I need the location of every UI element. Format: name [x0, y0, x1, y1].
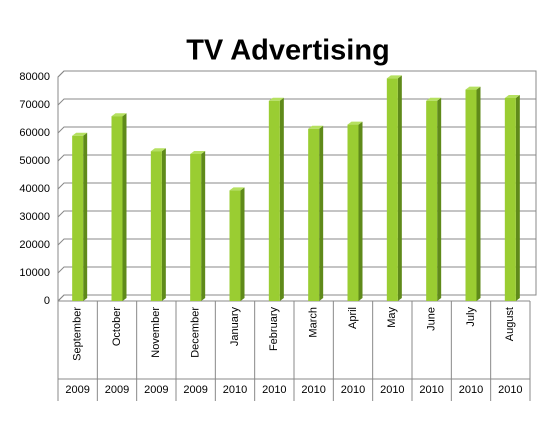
grid-line: [57, 126, 536, 134]
bar: [150, 151, 162, 301]
y-tick-label: 70000: [19, 99, 50, 111]
bar-side: [358, 121, 363, 301]
grid-line: [57, 210, 536, 218]
year-label: 2010: [223, 384, 247, 396]
y-tick-label: 60000: [19, 127, 50, 139]
bar: [426, 100, 438, 301]
bar-side: [201, 151, 206, 301]
bar-side: [476, 86, 481, 301]
x-tick-label: October: [111, 307, 123, 346]
bar: [72, 135, 84, 301]
bar: [229, 190, 241, 301]
bar-top: [190, 151, 206, 154]
y-tick-label: 20000: [19, 239, 50, 251]
bar: [465, 89, 477, 301]
bar: [308, 128, 320, 301]
bar-top: [308, 125, 324, 129]
bar-top: [465, 86, 481, 90]
year-label: 2009: [183, 384, 207, 396]
y-tick-label: 0: [44, 295, 50, 307]
bar-side: [397, 75, 402, 302]
bar-side: [122, 113, 127, 301]
grid-line: [57, 238, 536, 246]
bar-top: [347, 121, 363, 125]
grid-line: [57, 182, 536, 190]
bar-top: [268, 97, 284, 101]
bar-top: [386, 75, 402, 79]
bar-side: [437, 97, 442, 301]
x-tick-label: April: [347, 307, 359, 329]
y-tick-label: 50000: [19, 155, 50, 167]
bar: [190, 154, 202, 301]
bar-side: [83, 132, 88, 301]
year-label: 2009: [144, 384, 168, 396]
year-label: 2009: [65, 384, 89, 396]
bar-top: [72, 132, 88, 136]
bar-top: [504, 95, 520, 98]
x-tick-label: February: [268, 307, 280, 352]
bar: [268, 100, 280, 301]
bar: [347, 124, 359, 301]
x-tick-label: June: [426, 307, 438, 331]
grid-line: [57, 98, 536, 106]
year-label: 2010: [419, 384, 443, 396]
grid-line: [57, 70, 536, 78]
y-tick-label: 40000: [19, 183, 50, 195]
bar-side: [279, 97, 284, 301]
bar: [111, 116, 123, 301]
bar-side: [319, 125, 324, 301]
bar: [504, 98, 516, 301]
y-tick-label: 80000: [19, 71, 50, 83]
bar-top: [229, 187, 245, 191]
bar: [386, 78, 398, 302]
x-tick-label: May: [386, 307, 398, 328]
chart-title: TV Advertising: [186, 35, 390, 67]
year-label: 2010: [459, 384, 483, 396]
bar-side: [515, 95, 520, 301]
bar-side: [240, 187, 245, 301]
bar-top: [111, 113, 127, 117]
x-tick-label: January: [229, 307, 241, 347]
y-tick-label: 30000: [19, 211, 50, 223]
x-tick-label: November: [150, 307, 162, 358]
grid-line: [57, 294, 536, 302]
grid-line: [57, 154, 536, 162]
y-tick-label: 10000: [19, 267, 50, 279]
x-tick-label: March: [308, 307, 320, 338]
year-label: 2010: [498, 384, 522, 396]
grid-line: [57, 266, 536, 274]
x-tick-label: August: [504, 307, 516, 341]
bar-side: [161, 148, 166, 301]
bar-top: [426, 97, 442, 101]
bar-top: [150, 148, 166, 152]
x-tick-label: September: [72, 307, 84, 361]
year-label: 2010: [301, 384, 325, 396]
x-tick-label: July: [465, 307, 477, 327]
year-label: 2010: [341, 384, 365, 396]
year-label: 2010: [380, 384, 404, 396]
x-tick-label: December: [190, 307, 202, 358]
year-label: 2009: [105, 384, 129, 396]
year-label: 2010: [262, 384, 286, 396]
